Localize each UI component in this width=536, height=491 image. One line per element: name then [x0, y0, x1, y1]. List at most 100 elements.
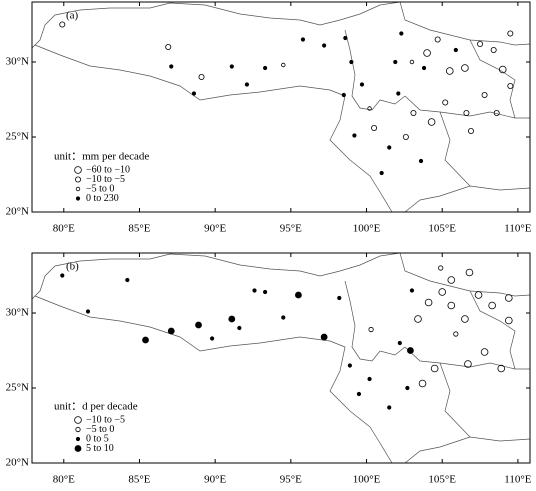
station	[244, 82, 250, 87]
station	[85, 309, 91, 314]
y-tick-label: 30°N	[6, 56, 29, 68]
x-tick-label: 110°E	[504, 223, 531, 235]
station	[410, 110, 417, 117]
station	[228, 315, 236, 323]
station	[237, 325, 242, 331]
panel-label: (b)	[66, 261, 79, 273]
station	[337, 295, 342, 301]
station	[424, 298, 433, 307]
station	[352, 133, 357, 138]
station	[402, 133, 409, 140]
station	[167, 327, 175, 335]
station	[480, 348, 489, 356]
station	[493, 110, 500, 117]
x-tick-label: 100°E	[353, 474, 381, 486]
station	[367, 376, 372, 382]
legend-label: −10 to −5	[86, 414, 125, 425]
station	[463, 110, 470, 117]
station	[507, 30, 514, 37]
legend-symbol	[75, 426, 81, 433]
station	[445, 67, 454, 75]
station	[497, 364, 506, 373]
station	[169, 64, 174, 69]
station	[367, 106, 372, 111]
station	[281, 315, 286, 320]
station	[464, 360, 472, 368]
legend-symbol	[74, 166, 82, 174]
station	[423, 49, 431, 57]
station	[421, 65, 427, 71]
station	[379, 170, 384, 176]
station	[343, 35, 348, 41]
legend-symbol	[75, 176, 82, 183]
station	[397, 340, 402, 346]
legend-label: 0 to 230	[86, 193, 119, 204]
station	[263, 65, 268, 71]
x-tick-label: 90°E	[204, 474, 226, 486]
station	[281, 62, 286, 68]
legend-label: −60 to −10	[86, 164, 130, 175]
station	[322, 43, 327, 48]
station	[195, 321, 202, 329]
station	[418, 379, 427, 388]
station	[347, 363, 352, 368]
legend-symbol	[75, 436, 81, 442]
legend-symbol	[74, 445, 82, 452]
x-tick-label: 90°E	[204, 223, 226, 235]
x-tick-label: 100°E	[353, 223, 381, 235]
station	[430, 364, 439, 373]
station	[477, 41, 484, 48]
station	[263, 289, 268, 295]
station	[393, 59, 398, 65]
x-tick-label: 80°E	[53, 474, 75, 486]
station	[442, 99, 449, 106]
frame	[31, 252, 531, 464]
station	[59, 21, 66, 28]
station	[490, 47, 497, 54]
station	[198, 74, 205, 81]
station	[341, 92, 346, 98]
station	[399, 31, 404, 36]
legend-unit: unit：d per decade	[54, 401, 138, 413]
station	[359, 82, 365, 87]
y-tick-label: 20°N	[6, 457, 29, 469]
legend-label: 0 to 5	[86, 433, 109, 444]
x-tick-label: 95°E	[280, 223, 302, 235]
station	[371, 125, 378, 132]
station	[387, 405, 392, 410]
y-tick-label: 25°N	[6, 131, 29, 143]
station	[438, 288, 447, 296]
station	[229, 64, 234, 69]
station	[505, 316, 513, 325]
y-tick-label: 25°N	[6, 382, 29, 394]
station	[405, 385, 410, 391]
panel-label: (a)	[66, 10, 79, 22]
station	[409, 288, 415, 293]
station	[142, 336, 149, 344]
station	[414, 315, 422, 323]
legend-label: −10 to −5	[86, 174, 125, 185]
station	[387, 145, 392, 150]
station	[300, 37, 306, 42]
station	[252, 288, 257, 293]
station	[396, 91, 401, 96]
x-tick-label: 105°E	[428, 223, 456, 235]
station	[438, 265, 444, 271]
station	[356, 391, 362, 397]
station	[505, 294, 513, 302]
station	[349, 59, 354, 65]
station	[368, 326, 374, 333]
station	[295, 291, 302, 299]
legend-label: −5 to 0	[86, 424, 114, 435]
station	[447, 301, 456, 310]
legend-symbol	[75, 196, 81, 201]
y-tick-label: 30°N	[6, 307, 29, 319]
station	[320, 333, 328, 341]
station	[453, 331, 459, 337]
legend-symbol	[75, 186, 81, 192]
station	[191, 91, 197, 96]
station	[481, 92, 488, 99]
station	[407, 347, 414, 354]
station	[474, 291, 483, 299]
